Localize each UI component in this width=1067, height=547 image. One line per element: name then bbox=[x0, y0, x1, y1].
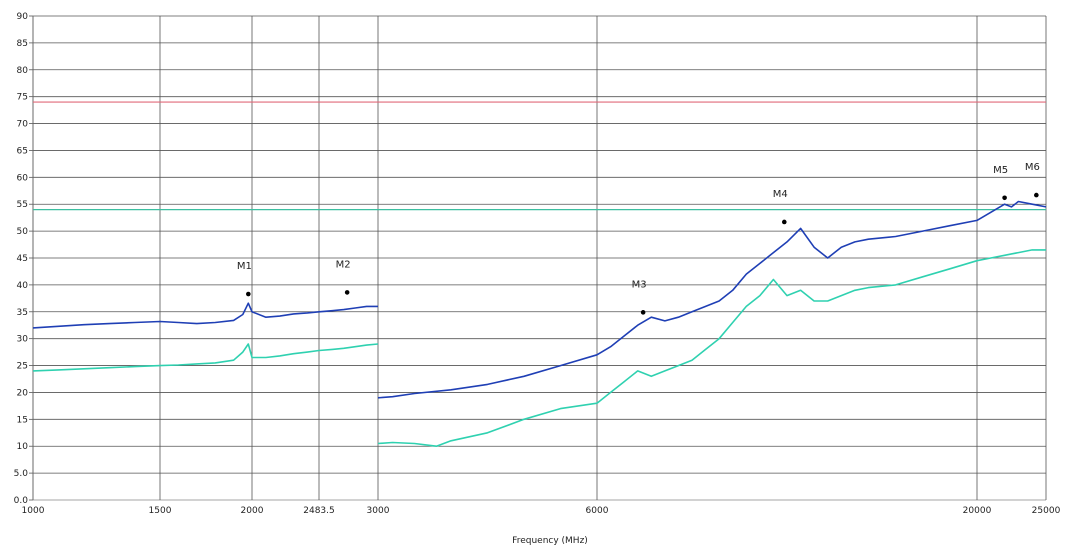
x-tick-label: 20000 bbox=[963, 506, 992, 516]
y-tick-label: 70 bbox=[17, 120, 29, 130]
y-tick-label: 40 bbox=[17, 281, 29, 291]
horizontal-gridlines bbox=[29, 15, 1046, 501]
marker-label: M6 bbox=[1025, 162, 1040, 173]
x-tick-label: 6000 bbox=[586, 506, 609, 516]
x-tick-label: 1000 bbox=[22, 506, 45, 516]
y-tick-label: 25 bbox=[17, 362, 28, 372]
vertical-gridlines bbox=[32, 16, 1047, 500]
series-line-1 bbox=[32, 200, 1047, 399]
marker-dot bbox=[1034, 192, 1039, 198]
x-tick-labels: 1000 1500 2000 2483.5 3000 6000 20000 25000 bbox=[22, 506, 1061, 516]
marker-label: M3 bbox=[632, 279, 647, 290]
y-tick-label: 85 bbox=[17, 39, 28, 49]
marker-label: M5 bbox=[993, 165, 1008, 176]
series-lines bbox=[32, 200, 1047, 447]
marker-dot bbox=[1002, 195, 1007, 201]
y-tick-label: 55 bbox=[17, 200, 28, 210]
y-tick-labels: 0.0 5.0 10 15 20 25 30 35 40 45 50 55 60 65 70 75 80 85 90 bbox=[14, 12, 29, 506]
y-tick-label: 80 bbox=[17, 66, 29, 76]
marker-dot bbox=[246, 291, 251, 297]
marker-label: M4 bbox=[773, 189, 788, 200]
y-tick-label: 15 bbox=[17, 415, 28, 425]
x-tick-label: 2000 bbox=[241, 506, 264, 516]
y-tick-label: 0.0 bbox=[14, 496, 29, 506]
limit-lines bbox=[33, 101, 1046, 211]
marker-dot bbox=[344, 290, 350, 295]
y-tick-label: 35 bbox=[17, 308, 28, 318]
x-tick-label: 25000 bbox=[1032, 506, 1061, 516]
y-tick-label: 10 bbox=[17, 442, 29, 452]
x-tick-label: 2483.5 bbox=[303, 506, 335, 516]
y-tick-label: 20 bbox=[17, 388, 29, 398]
marker-dot bbox=[781, 219, 787, 225]
series-line-2 bbox=[32, 249, 1046, 447]
y-tick-label: 60 bbox=[17, 173, 29, 183]
markers: M1 M2 M3 M4 M5 M6 bbox=[237, 162, 1040, 315]
y-tick-label: 90 bbox=[17, 12, 29, 22]
marker-dot bbox=[640, 310, 646, 315]
marker-label: M2 bbox=[336, 259, 351, 270]
y-tick-label: 65 bbox=[17, 146, 28, 156]
x-tick-label: 1500 bbox=[149, 506, 172, 516]
x-tick-label: 3000 bbox=[367, 506, 390, 516]
y-tick-label: 5.0 bbox=[14, 469, 29, 479]
marker-label: M1 bbox=[237, 261, 252, 272]
x-axis-label: Frequency (MHz) bbox=[512, 536, 588, 546]
y-tick-label: 75 bbox=[17, 93, 28, 103]
y-tick-label: 30 bbox=[17, 335, 29, 345]
y-tick-label: 50 bbox=[17, 227, 29, 237]
y-tick-label: 45 bbox=[17, 254, 28, 264]
